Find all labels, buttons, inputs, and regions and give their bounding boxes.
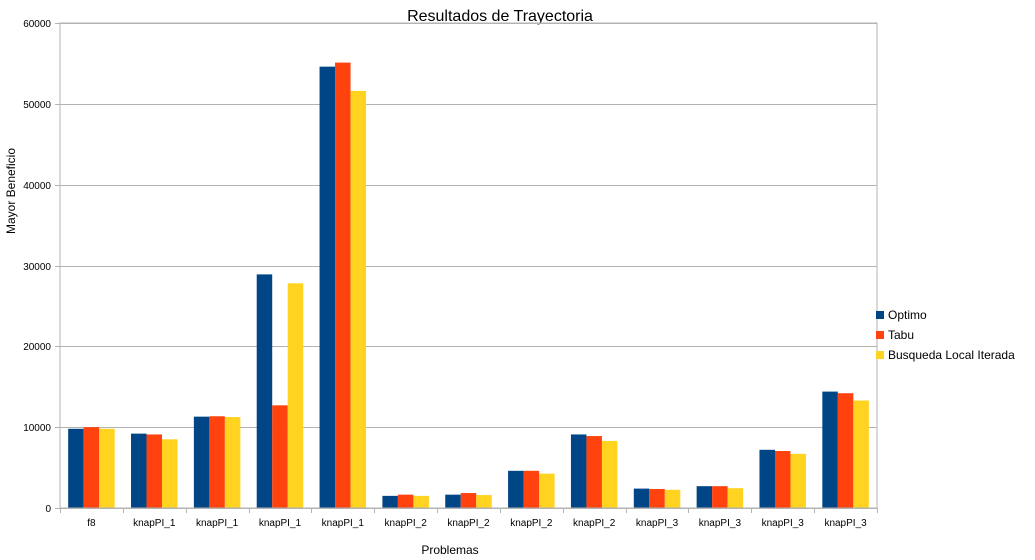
y-tick-label: 30000 [23, 262, 51, 273]
bar-optimo [382, 495, 398, 508]
bar-tabu [837, 393, 854, 508]
x-tick-label: knapPI_3 [699, 518, 742, 529]
bar-busqueda-local-iterada [224, 417, 241, 508]
bar-tabu [83, 427, 100, 508]
bar-tabu [774, 451, 791, 508]
y-tick-label: 40000 [23, 181, 51, 192]
bar-optimo [68, 428, 84, 508]
bar-busqueda-local-iterada [727, 488, 744, 508]
bar-busqueda-local-iterada [539, 473, 555, 508]
x-tick-label: knapPI_1 [133, 518, 176, 529]
bar-tabu [523, 470, 540, 508]
bar-tabu [712, 486, 728, 508]
plot-area-frame [59, 22, 878, 509]
x-tick-label: knapPI_2 [385, 518, 428, 529]
legend-swatch [876, 331, 884, 339]
bar-busqueda-local-iterada [287, 283, 304, 508]
chart-title: Resultados de Trayectoria [407, 8, 593, 25]
x-axis-title: Problemas [421, 543, 478, 557]
legend: Optimo Tabu Busqueda Local Iterada [876, 308, 1015, 362]
bar-tabu [209, 416, 225, 508]
bar-tabu [397, 494, 414, 508]
bar-optimo [319, 66, 336, 509]
x-tick-label: knapPI_3 [824, 518, 867, 529]
bar-tabu [335, 62, 351, 508]
bar-busqueda-local-iterada [853, 400, 869, 508]
x-tick-label: knapPI_1 [196, 518, 239, 529]
bars [68, 62, 869, 509]
legend-label: Optimo [888, 308, 927, 322]
x-tick-label: knapPI_1 [322, 518, 365, 529]
bar-optimo [570, 434, 587, 508]
y-tick-label: 60000 [23, 19, 51, 30]
bar-optimo [193, 416, 210, 508]
bar-optimo [445, 494, 461, 508]
bar-optimo [696, 486, 713, 508]
x-tick-label: knapPI_2 [510, 518, 553, 529]
x-tick-label: knapPI_3 [762, 518, 805, 529]
bar-busqueda-local-iterada [162, 439, 178, 508]
y-tick-label: 20000 [23, 342, 51, 353]
y-tick-label: 50000 [23, 100, 51, 111]
bar-tabu [272, 405, 288, 508]
gridlines [60, 23, 877, 509]
bar-busqueda-local-iterada [601, 440, 618, 508]
bar-busqueda-local-iterada [99, 428, 115, 508]
legend-label: Tabu [888, 328, 914, 342]
bar-tabu [649, 489, 665, 508]
x-tick-label: knapPI_2 [573, 518, 616, 529]
bar-tabu [586, 436, 602, 508]
legend-swatch [876, 311, 884, 319]
bar-optimo [131, 433, 147, 508]
y-tick-label: 0 [45, 504, 51, 515]
y-axis-title: Mayor Beneficio [4, 148, 18, 234]
bar-busqueda-local-iterada [790, 453, 806, 508]
bar-optimo [822, 391, 838, 508]
x-axis-ticks: f8 knapPI_1 knapPI_1 knapPI_1 knapPI_1 knapPI… [60, 508, 878, 529]
bar-busqueda-local-iterada [476, 495, 492, 508]
legend-swatch [876, 351, 884, 359]
x-tick-label: knapPI_2 [447, 518, 490, 529]
bar-optimo [256, 274, 273, 508]
bar-busqueda-local-iterada [664, 489, 681, 508]
y-tick-label: 10000 [23, 423, 51, 434]
y-axis-ticks: 0 10000 20000 30000 40000 50000 60000 [23, 19, 60, 515]
bar-tabu [146, 434, 163, 508]
x-tick-label: knapPI_1 [259, 518, 302, 529]
x-tick-label: knapPI_3 [636, 518, 679, 529]
bar-busqueda-local-iterada [413, 495, 429, 508]
bar-optimo [633, 488, 650, 508]
bar-busqueda-local-iterada [350, 90, 367, 509]
bar-optimo [508, 470, 524, 508]
bar-optimo [759, 449, 775, 508]
x-tick-label: f8 [87, 518, 96, 529]
legend-label: Busqueda Local Iterada [888, 348, 1015, 362]
bar-tabu [460, 493, 477, 508]
